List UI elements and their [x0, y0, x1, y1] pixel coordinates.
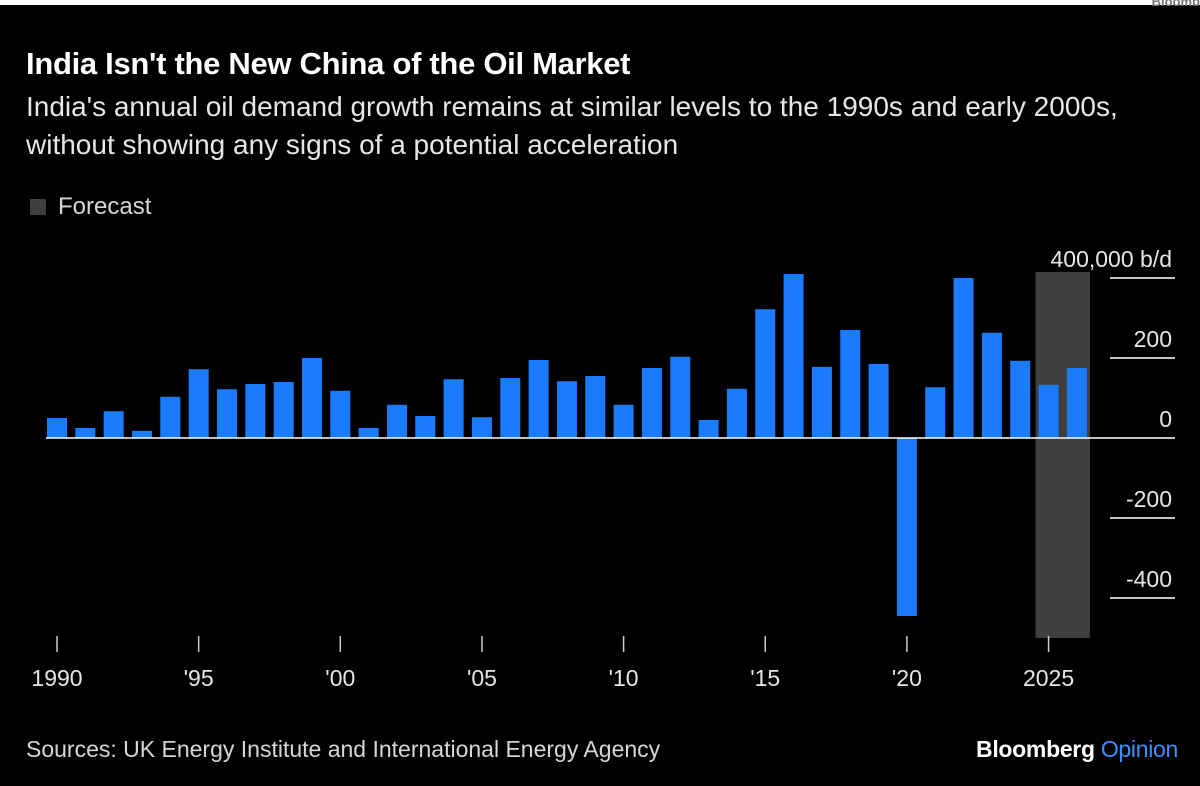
corner-brand-mark: Bloomb [1151, 0, 1200, 9]
bar-2008 [556, 381, 577, 438]
bars [46, 274, 1175, 616]
y-gridlines [1110, 277, 1175, 599]
legend: Forecast [30, 193, 151, 221]
bar-1992 [103, 411, 124, 438]
bar-2019 [868, 364, 889, 438]
bar-1990 [47, 418, 67, 438]
bar-2001 [358, 428, 379, 438]
bar-2023 [981, 332, 1002, 438]
y-tick-label: 0 [1159, 406, 1172, 432]
legend-forecast-label: Forecast [58, 193, 152, 220]
bar-1996 [216, 389, 237, 438]
bar-1998 [273, 382, 294, 438]
bar-2018 [840, 330, 861, 438]
x-tick-label: 1990 [31, 665, 82, 691]
x-tick-label: '00 [325, 665, 355, 691]
bar-2012 [670, 356, 691, 438]
x-tick-label: '95 [184, 665, 214, 691]
y-tick-label: -200 [1126, 486, 1172, 512]
bar-2016 [783, 274, 804, 438]
forecast-band-layer [1035, 272, 1090, 638]
x-axis: 1990 '95 '00 '05 '10 '15 '20 2025 [31, 636, 1074, 691]
bar-2009 [585, 376, 606, 438]
x-tick-label: '15 [750, 665, 780, 691]
bar-1995 [188, 369, 209, 438]
bar-1991 [75, 428, 96, 438]
chart-title: India Isn't the New China of the Oil Mar… [26, 46, 631, 81]
source-note: Sources: UK Energy Institute and Interna… [26, 736, 661, 762]
legend-forecast-swatch [30, 199, 46, 215]
bar-2013 [698, 420, 719, 438]
bar-1997 [245, 384, 266, 438]
bar-1999 [301, 358, 322, 438]
bar-2026 [1066, 368, 1087, 438]
chart-subtitle: India's annual oil demand growth remains… [26, 91, 1118, 160]
bar-2014 [726, 388, 747, 438]
bar-2015 [755, 309, 776, 438]
bar-2022 [953, 278, 974, 438]
bar-2010 [613, 404, 634, 438]
y-tick-label: 400,000 b/d [1050, 246, 1172, 272]
bar-2006 [500, 378, 521, 438]
bar-2003 [415, 416, 436, 438]
bar-2005 [471, 417, 492, 438]
brand-logo: Bloomberg Opinion [976, 736, 1178, 763]
x-tick-label: '10 [609, 665, 639, 691]
bar-2002 [386, 404, 407, 438]
bar-2007 [528, 360, 549, 438]
x-tick-label: '20 [892, 665, 922, 691]
brand-bloomberg: Bloomberg [976, 736, 1095, 762]
brand-opinion: Opinion [1100, 736, 1178, 762]
bar-2017 [811, 366, 832, 438]
forecast-band [1035, 272, 1090, 638]
y-axis-labels: -400 -200 0 200 400,000 b/d [1050, 246, 1172, 592]
x-tick-label: 2025 [1023, 665, 1074, 691]
bar-2025 [1038, 384, 1059, 438]
bar-1993 [131, 430, 152, 438]
bar-2004 [443, 379, 464, 438]
y-tick-label: 200 [1134, 326, 1172, 352]
top-border [0, 0, 1200, 5]
bar-2000 [330, 390, 351, 438]
bar-2024 [1010, 360, 1031, 438]
y-tick-label: -400 [1126, 566, 1172, 592]
bar-2021 [925, 387, 946, 438]
bar-1994 [160, 396, 181, 438]
bar-2011 [641, 368, 662, 438]
x-tick-label: '05 [467, 665, 497, 691]
bar-2020 [896, 438, 917, 616]
